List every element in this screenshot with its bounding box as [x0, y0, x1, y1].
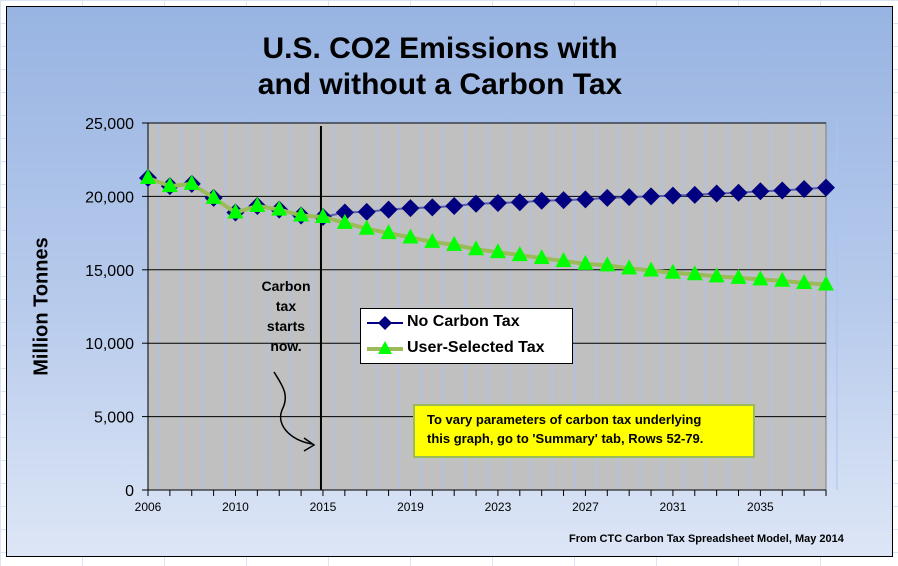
- x-tick-label: 2015: [310, 500, 337, 514]
- data-point-user-selected-tax: [774, 271, 791, 287]
- data-point-user-selected-tax: [818, 275, 834, 291]
- data-point-no-carbon-tax: [488, 194, 507, 213]
- data-point-user-selected-tax: [293, 206, 310, 222]
- data-point-user-selected-tax: [599, 256, 616, 272]
- data-point-user-selected-tax: [730, 268, 747, 284]
- data-point-no-carbon-tax: [598, 188, 617, 207]
- data-point-user-selected-tax: [489, 243, 506, 259]
- arrow-head-icon: [303, 437, 316, 452]
- data-point-no-carbon-tax: [751, 182, 770, 201]
- legend-label: User-Selected Tax: [407, 339, 545, 356]
- data-point-user-selected-tax: [796, 274, 813, 290]
- y-tick-label: 20,000: [85, 189, 134, 206]
- legend: No Carbon Tax User-Selected Tax: [360, 308, 573, 364]
- data-point-no-carbon-tax: [401, 199, 420, 218]
- data-point-user-selected-tax: [227, 203, 244, 219]
- data-point-user-selected-tax: [314, 207, 331, 223]
- data-point-no-carbon-tax: [642, 187, 661, 206]
- carbon-tax-start-annotation: Carbon tax starts now.: [250, 276, 322, 356]
- curved-arrow-icon: [273, 371, 313, 445]
- data-point-user-selected-tax: [249, 196, 266, 212]
- data-point-no-carbon-tax: [795, 180, 814, 199]
- x-tick-label: 2027: [572, 500, 599, 514]
- data-point-user-selected-tax: [424, 232, 441, 248]
- x-tick-label: 2031: [660, 500, 687, 514]
- y-tick-label: 0: [125, 483, 134, 500]
- data-point-no-carbon-tax: [335, 203, 354, 222]
- data-point-user-selected-tax: [686, 265, 703, 281]
- data-point-no-carbon-tax: [554, 191, 573, 210]
- data-point-user-selected-tax: [205, 188, 222, 204]
- data-point-no-carbon-tax: [423, 198, 442, 217]
- data-point-user-selected-tax: [336, 213, 353, 229]
- data-point-no-carbon-tax: [467, 194, 486, 213]
- annotation-line: Carbon: [261, 278, 311, 294]
- data-point-user-selected-tax: [708, 267, 725, 283]
- annotation-line: tax: [275, 298, 297, 314]
- y-axis-label: Million Tonnes: [30, 237, 53, 376]
- data-point-no-carbon-tax: [620, 188, 639, 207]
- data-point-user-selected-tax: [511, 246, 528, 262]
- data-point-no-carbon-tax: [445, 196, 464, 215]
- data-point-user-selected-tax: [161, 177, 178, 193]
- info-line: To vary parameters of carbon tax underly…: [427, 412, 702, 427]
- data-point-user-selected-tax: [380, 224, 397, 240]
- x-tick-label: 2006: [135, 500, 162, 514]
- y-tick-label: 5,000: [94, 410, 134, 427]
- data-point-user-selected-tax: [468, 240, 485, 256]
- diamond-marker-icon: [367, 316, 403, 330]
- data-point-no-carbon-tax: [729, 183, 748, 202]
- data-point-user-selected-tax: [621, 259, 638, 275]
- data-point-no-carbon-tax: [663, 186, 682, 205]
- annotation-line: starts: [266, 318, 306, 334]
- data-point-user-selected-tax: [271, 200, 288, 216]
- data-point-user-selected-tax: [664, 263, 681, 279]
- data-point-no-carbon-tax: [510, 193, 529, 212]
- data-point-user-selected-tax: [752, 270, 769, 286]
- legend-label: No Carbon Tax: [407, 313, 520, 330]
- data-point-no-carbon-tax: [707, 184, 726, 203]
- data-point-no-carbon-tax: [773, 181, 792, 200]
- data-point-user-selected-tax: [183, 174, 200, 190]
- x-tick-label: 2035: [747, 500, 774, 514]
- data-point-user-selected-tax: [358, 219, 375, 235]
- source-note: From CTC Carbon Tax Spreadsheet Model, M…: [569, 533, 844, 545]
- data-point-no-carbon-tax: [576, 190, 595, 209]
- annotation-line: now.: [270, 338, 302, 354]
- data-point-user-selected-tax: [140, 169, 156, 185]
- data-point-user-selected-tax: [446, 235, 463, 251]
- data-point-no-carbon-tax: [532, 191, 551, 210]
- data-point-user-selected-tax: [577, 254, 594, 270]
- data-point-user-selected-tax: [643, 261, 660, 277]
- x-tick-label: 2019: [397, 500, 424, 514]
- y-tick-label: 10,000: [85, 336, 134, 353]
- data-point-user-selected-tax: [533, 249, 550, 265]
- chart-title-line-2: and without a Carbon Tax: [257, 68, 623, 101]
- y-tick-label: 15,000: [85, 263, 134, 280]
- triangle-marker-icon: [367, 341, 403, 354]
- data-point-user-selected-tax: [402, 228, 419, 244]
- x-tick-label: 2023: [485, 500, 512, 514]
- y-tick-label: 25,000: [85, 116, 134, 133]
- chart-title-line-1: U.S. CO2 Emissions with: [262, 32, 618, 65]
- data-point-user-selected-tax: [555, 251, 572, 267]
- data-point-no-carbon-tax: [357, 202, 376, 221]
- info-box: To vary parameters of carbon tax underly…: [413, 404, 755, 458]
- data-point-no-carbon-tax: [817, 178, 835, 197]
- x-tick-label: 2010: [222, 500, 249, 514]
- legend-item-no-carbon-tax: No Carbon Tax: [361, 311, 572, 335]
- data-point-no-carbon-tax: [685, 185, 704, 204]
- info-line: this graph, go to 'Summary' tab, Rows 52…: [427, 431, 704, 446]
- legend-item-user-selected-tax: User-Selected Tax: [361, 337, 572, 361]
- data-point-no-carbon-tax: [379, 200, 398, 219]
